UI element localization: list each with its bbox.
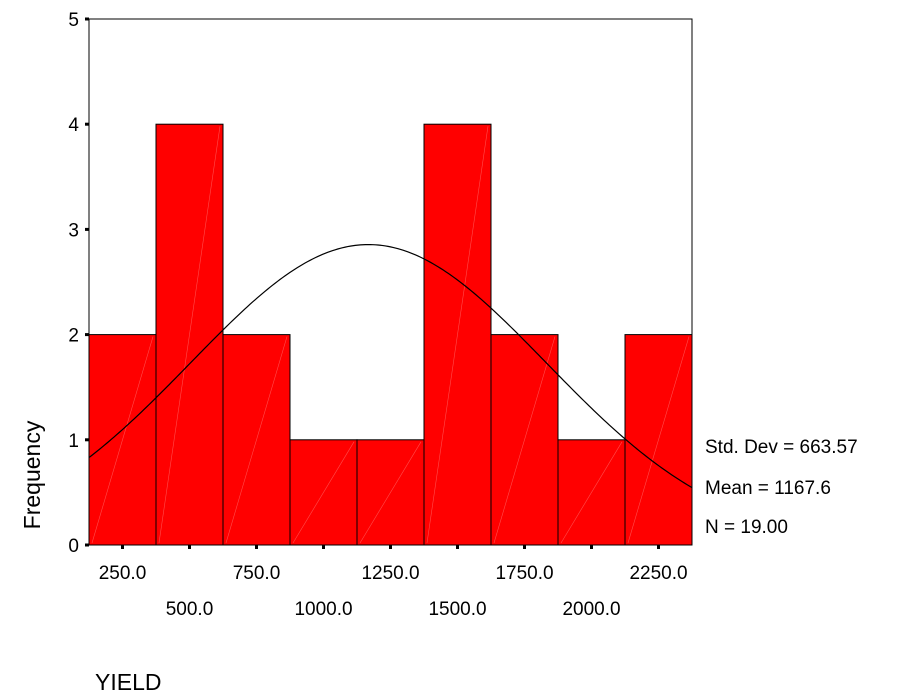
x-tick-label: 500.0	[166, 599, 214, 620]
x-tick-label: 1250.0	[361, 563, 419, 584]
stats-mean: Mean = 1167.6	[705, 478, 831, 499]
bar-highlight	[426, 126, 489, 544]
normal-curve-layer	[88, 243, 693, 489]
y-tick-label: 4	[68, 115, 79, 136]
bar-highlight	[560, 441, 623, 544]
bar-highlight	[225, 336, 288, 544]
y-tick-label: 1	[68, 431, 79, 452]
bar-highlight	[627, 336, 690, 544]
y-axis: 0 1 2 3 4 5	[68, 10, 89, 557]
normal-curve-line	[88, 243, 693, 489]
x-tick-label: 2000.0	[562, 599, 620, 620]
bar-highlight	[493, 336, 556, 544]
bars-layer	[88, 123, 693, 546]
x-tick-label: 2250.0	[629, 563, 687, 584]
bar-highlight	[359, 441, 422, 544]
stats-std-dev: Std. Dev = 663.57	[705, 437, 858, 458]
bar-highlight	[91, 336, 154, 544]
x-tick-label: 1000.0	[294, 599, 352, 620]
x-tick-label: 1750.0	[495, 563, 553, 584]
x-tick-label: 250.0	[99, 563, 147, 584]
y-tick-label: 3	[68, 220, 79, 241]
x-axis: 250.0 750.0 1250.0 1750.0 2250.0 500.0 1000.0 1…	[99, 545, 688, 620]
y-axis-title: Frequency	[19, 420, 45, 529]
bar-highlight	[158, 126, 221, 544]
x-axis-title: YIELD	[95, 669, 161, 695]
y-tick-label: 2	[68, 326, 79, 347]
x-tick-label: 1500.0	[428, 599, 486, 620]
y-tick-label: 0	[68, 536, 79, 557]
bar-highlight	[292, 441, 355, 544]
y-tick-label: 5	[68, 10, 79, 31]
x-tick-label: 750.0	[233, 563, 281, 584]
stats-n: N = 19.00	[705, 517, 788, 538]
